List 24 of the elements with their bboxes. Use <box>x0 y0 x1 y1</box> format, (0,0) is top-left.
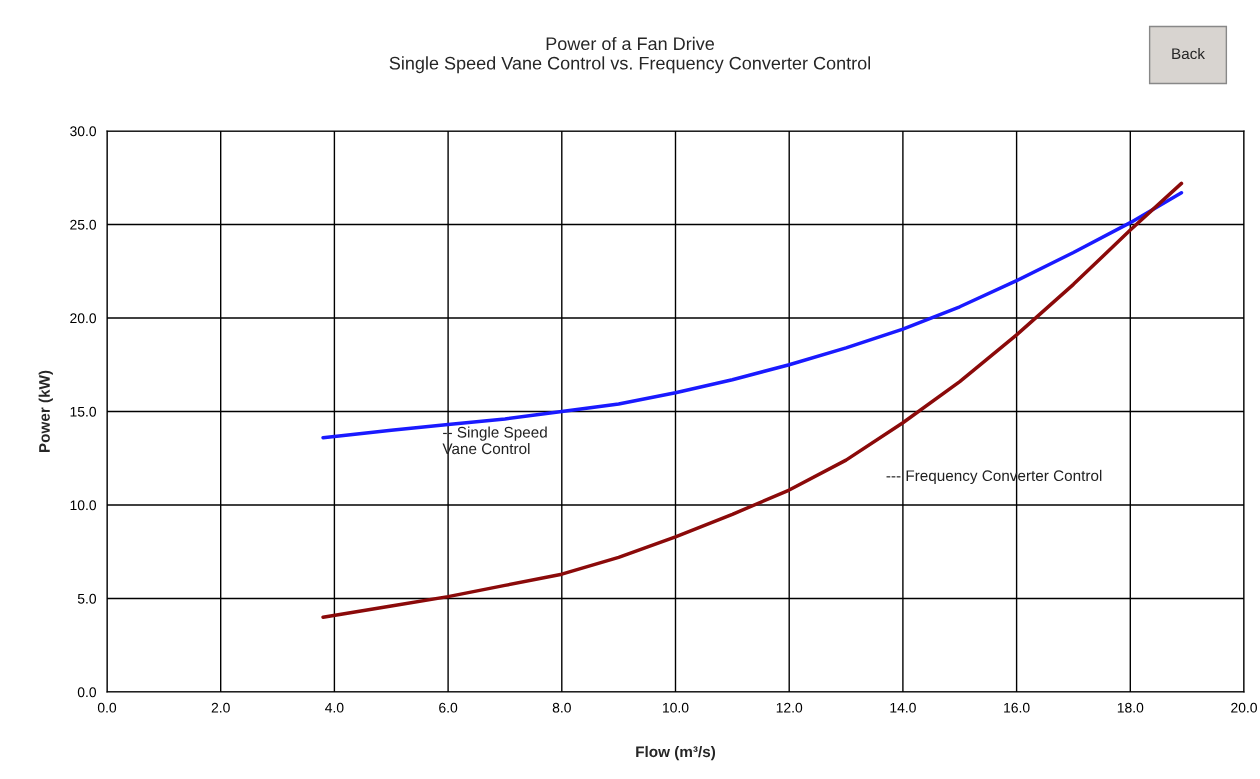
x-axis-title: Flow (m³/s) <box>636 745 716 761</box>
x-tick-label: 16.0 <box>1004 702 1030 713</box>
x-tick-label: 6.0 <box>439 702 458 713</box>
y-tick-label: 25.0 <box>70 219 97 230</box>
x-tick-label: 8.0 <box>552 702 571 713</box>
y-axis-title: Power (kW) <box>38 370 53 453</box>
x-tick-label: 0.0 <box>97 702 117 713</box>
line-series <box>321 190 1184 440</box>
x-tick-label: 20.0 <box>1231 702 1257 713</box>
y-tick-label: 15.0 <box>70 406 97 417</box>
y-tick-label: 20.0 <box>70 313 97 324</box>
text: Back <box>1172 47 1205 60</box>
x-tick-label: 14.0 <box>890 702 916 713</box>
y-tick-label: 5.0 <box>77 593 97 604</box>
x-tick-label: 2.0 <box>211 702 230 713</box>
x-tick-label: 18.0 <box>1117 702 1144 713</box>
chart-title: Power of a Fan Drive Single Speed Vane Control vs. Frequency Converter Control <box>389 36 871 74</box>
x-tick-label: 12.0 <box>776 702 803 713</box>
y-tick-label: 10.0 <box>70 500 97 511</box>
line-series <box>321 181 1184 619</box>
y-tick-label: 30.0 <box>70 126 97 137</box>
x-tick-label: 10.0 <box>663 702 689 713</box>
x-tick-label: 4.0 <box>325 702 344 713</box>
y-tick-label: 0.0 <box>77 687 97 698</box>
